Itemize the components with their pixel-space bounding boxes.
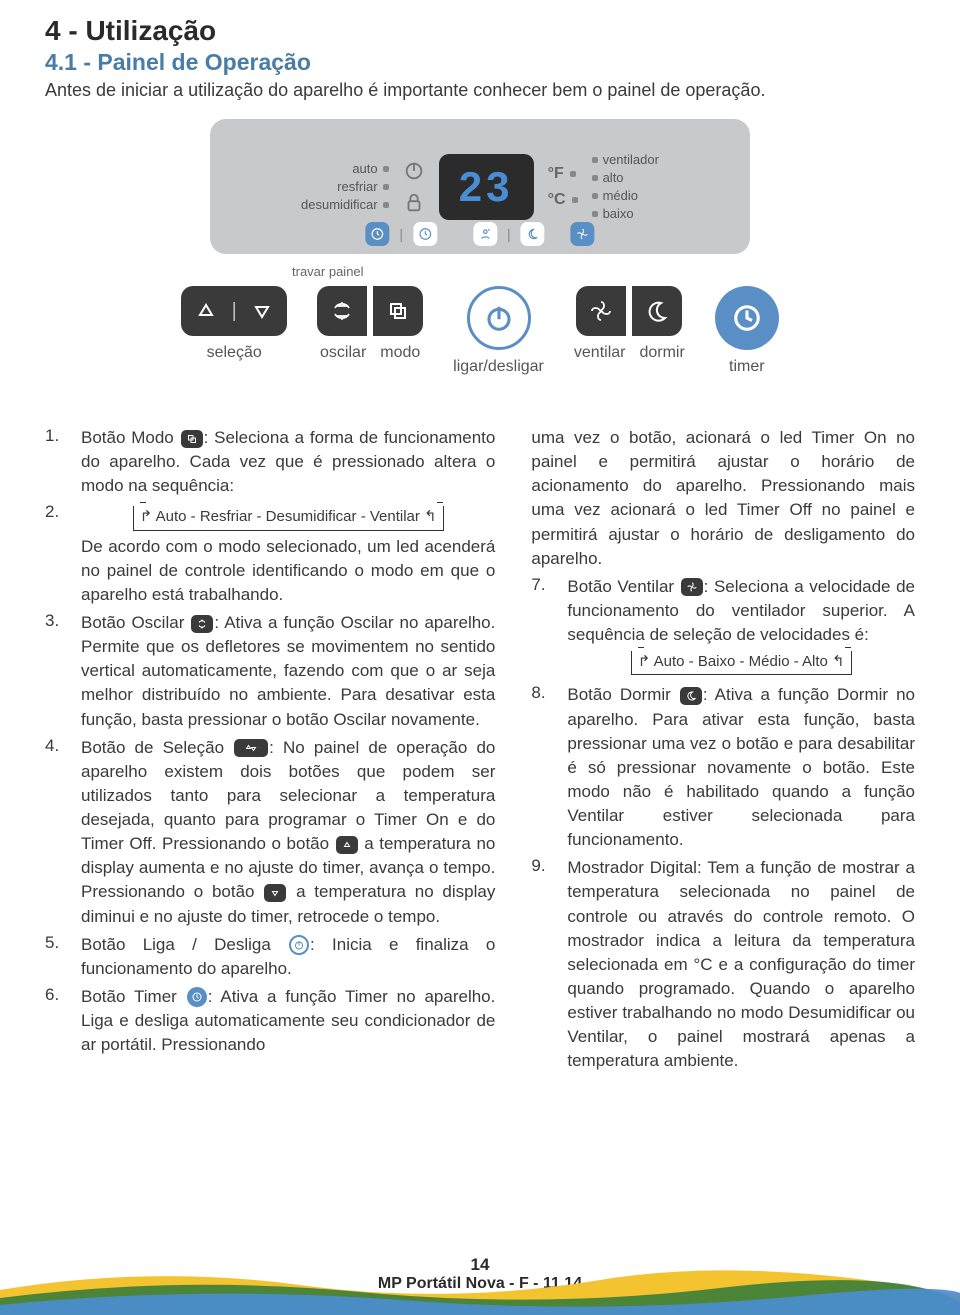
- inline-modo-icon: [181, 430, 203, 448]
- timer-button[interactable]: [715, 286, 779, 350]
- panel-status-icons: [403, 160, 425, 214]
- inline-selecao-icon: [234, 739, 268, 757]
- list-item: 8.Botão Dormir : Ativa a função Dormir n…: [531, 683, 915, 852]
- clock-icon: [365, 222, 389, 246]
- intro-text: Antes de iniciar a utilização do aparelh…: [45, 80, 915, 101]
- list-item: 6.Botão Timer : Ativa a função Timer no …: [45, 985, 495, 1057]
- mode-button[interactable]: [373, 286, 423, 336]
- page-title: 4 - Utilização: [45, 15, 915, 47]
- list-item: 9.Mostrador Digital: Tem a função de mos…: [531, 856, 915, 1073]
- display-panel: auto resfriar desumidificar 23 °F °C ven…: [45, 119, 915, 254]
- list-item: 7.Botão Ventilar : Seleciona a velocidad…: [531, 575, 915, 680]
- timer-label: timer: [729, 358, 765, 376]
- power-label: ligar/desligar: [453, 358, 544, 376]
- list-item: 1.Botão Modo : Seleciona a forma de func…: [45, 426, 495, 498]
- moon-mini-icon: [521, 222, 545, 246]
- panel-right-labels: ventilador alto médio baixo: [592, 152, 659, 221]
- power-icon: [403, 160, 425, 182]
- temp-down-button[interactable]: [237, 286, 287, 336]
- selection-buttons[interactable]: |: [181, 286, 287, 336]
- list-item: 3.Botão Oscilar : Ativa a função Oscilar…: [45, 611, 495, 732]
- panel-units: °F °C: [548, 165, 578, 209]
- fan-mini-icon: [571, 222, 595, 246]
- inline-dormir-icon: [680, 687, 702, 705]
- list-item: 5.Botão Liga / Desliga : Inicia e finali…: [45, 933, 495, 981]
- panel-left-labels: auto resfriar desumidificar: [301, 161, 389, 212]
- inline-power-o-icon: [289, 935, 309, 955]
- selection-label: seleção: [207, 344, 262, 362]
- fan-label: ventilar: [574, 344, 626, 362]
- oscillate-button[interactable]: [317, 286, 367, 336]
- footer-wave: [0, 1260, 960, 1315]
- temperature-display: 23: [439, 154, 534, 220]
- inline-timer-f-icon: [187, 987, 207, 1007]
- oscillate-label: oscilar: [320, 344, 366, 362]
- lock-icon: [403, 192, 425, 214]
- panel-bottom-icons: | |: [365, 222, 594, 246]
- power-button[interactable]: [467, 286, 531, 350]
- right-continuation: uma vez o botão, acionará o led Timer On…: [531, 426, 915, 571]
- list-item: 2.↱ Auto - Resfriar - Desumidificar - Ve…: [45, 502, 495, 607]
- inline-up-icon: [336, 836, 358, 854]
- clock-off-icon: [413, 222, 437, 246]
- fan-button[interactable]: [576, 286, 626, 336]
- list-item: 4.Botão de Seleção : No painel de operaç…: [45, 736, 495, 929]
- inline-oscilar-icon: [191, 615, 213, 633]
- control-buttons: | seleção oscilar modo ligar/desligar: [181, 286, 779, 376]
- temp-up-button[interactable]: [181, 286, 231, 336]
- mode-label: modo: [380, 344, 420, 362]
- section-title: 4.1 - Painel de Operação: [45, 49, 915, 76]
- sleep-label: dormir: [639, 344, 684, 362]
- person-icon: [473, 222, 497, 246]
- inline-ventilar-icon: [681, 578, 703, 596]
- lock-panel-label: travar painel: [292, 264, 364, 279]
- body-text: 1.Botão Modo : Seleciona a forma de func…: [45, 426, 915, 1077]
- sleep-button[interactable]: [632, 286, 682, 336]
- inline-down-icon: [264, 884, 286, 902]
